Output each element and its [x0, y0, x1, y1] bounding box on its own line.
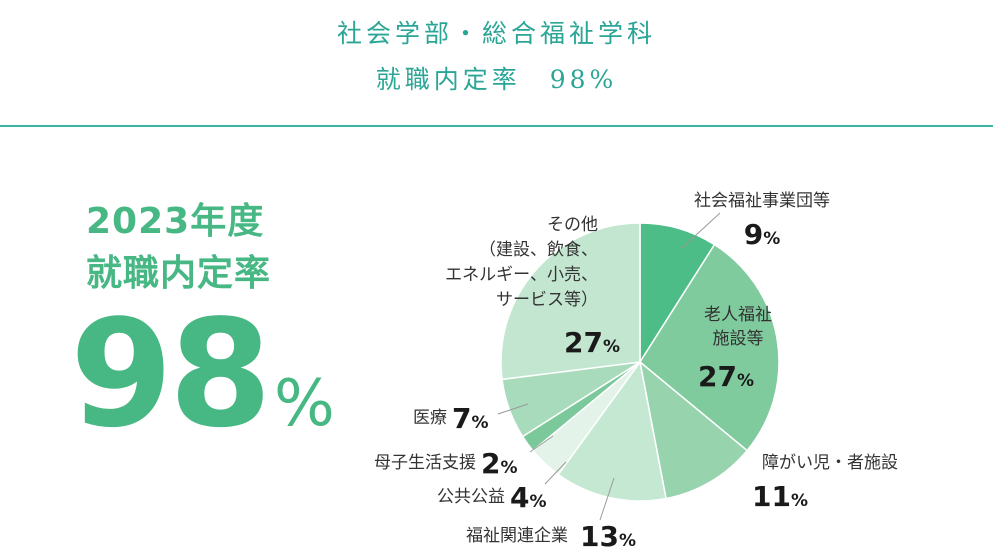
- rate-display: 98%: [70, 300, 335, 448]
- slice-label: 公共公益: [437, 487, 505, 507]
- rate-unit: %: [273, 367, 335, 441]
- header-department: 社会学部・総合福祉学科: [336, 19, 656, 48]
- slice-label: 福祉関連企業: [466, 526, 568, 546]
- leader-line: [529, 435, 554, 453]
- leader-line: [544, 461, 567, 485]
- pie-slice: [639, 222, 716, 365]
- slice-label: 母子生活支援: [374, 453, 476, 473]
- leader-line: [599, 477, 615, 521]
- pie-slice: [500, 222, 641, 381]
- slice-label: 社会福祉事業団等: [694, 191, 830, 211]
- pie-slice: [639, 243, 780, 452]
- slice-label: 老人福祉施設等: [704, 305, 772, 349]
- year-label: 2023年度: [86, 201, 265, 242]
- slice-label: 障がい児・者施設: [762, 453, 898, 473]
- leader-line: [681, 212, 721, 249]
- slice-value: 13%: [580, 520, 636, 553]
- slice-value: 11%: [752, 480, 808, 513]
- rate-value: 98: [70, 288, 272, 460]
- pie-slice: [638, 360, 749, 500]
- pie-slice: [557, 360, 667, 502]
- slice-value: 2%: [481, 447, 518, 480]
- slice-value: 27%: [564, 326, 620, 359]
- slice-value: 27%: [698, 360, 754, 393]
- header-divider: [0, 125, 993, 127]
- slice-value: 7%: [452, 402, 489, 435]
- slice-label: 医療: [413, 408, 447, 428]
- slice-value: 4%: [510, 481, 547, 514]
- leader-line: [497, 403, 529, 415]
- slice-label: その他（建設、飲食、エネルギー、小売、サービス等）: [445, 215, 598, 310]
- rate-title: 就職内定率: [86, 253, 272, 294]
- header-rate: 就職内定率 98%: [375, 65, 618, 94]
- page-header: 社会学部・総合福祉学科 就職内定率 98%: [0, 0, 993, 126]
- slice-value: 9%: [744, 218, 781, 251]
